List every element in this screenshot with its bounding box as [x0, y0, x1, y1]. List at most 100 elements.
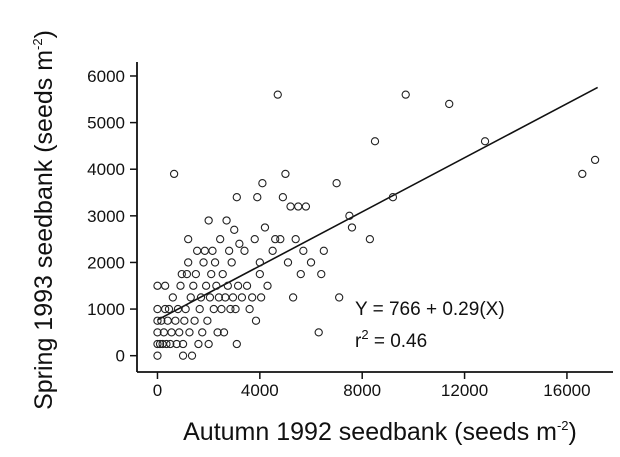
data-point [590, 155, 600, 165]
data-point [205, 293, 215, 302]
x-tick-label: 8000 [343, 381, 381, 400]
y-tick-label: 2000 [87, 253, 125, 272]
data-point [153, 328, 162, 337]
data-point [182, 269, 192, 279]
regression-equation: Y = 766 + 0.29(X) [355, 299, 505, 320]
data-point [212, 281, 221, 290]
data-point [253, 193, 262, 202]
data-point [240, 246, 249, 255]
data-point [255, 269, 264, 279]
data-point [161, 281, 170, 290]
data-point [184, 234, 193, 244]
data-point [153, 281, 162, 290]
data-point [388, 193, 398, 202]
data-point [263, 281, 272, 290]
data-point [190, 316, 199, 325]
x-tick-label: 12000 [441, 381, 488, 400]
data-point [237, 293, 247, 302]
data-point [250, 234, 259, 244]
data-point [155, 339, 165, 349]
data-point [166, 339, 175, 349]
data-point [335, 293, 344, 302]
data-point [192, 246, 202, 255]
data-point [248, 293, 257, 302]
data-point [281, 169, 290, 179]
data-point [184, 258, 193, 267]
y-tick-label: 3000 [87, 207, 125, 226]
data-point [199, 258, 208, 267]
y-tick-label: 0 [116, 347, 125, 366]
data-point [213, 328, 222, 337]
data-point [195, 304, 204, 314]
data-point [167, 328, 176, 337]
data-point [230, 225, 239, 234]
data-point [370, 137, 380, 146]
data-point [578, 169, 587, 179]
data-point [218, 269, 227, 279]
data-point [180, 316, 189, 325]
data-point [278, 193, 288, 202]
data-point [171, 316, 180, 325]
data-point [232, 193, 241, 202]
regression-line [157, 86, 599, 321]
data-point [480, 137, 490, 146]
data-point [214, 293, 224, 302]
data-point [232, 339, 241, 349]
data-point [286, 202, 295, 211]
data-point [283, 258, 293, 267]
data-point [260, 223, 270, 232]
data-point [187, 351, 197, 360]
data-point [162, 339, 171, 349]
data-point [153, 351, 162, 360]
data-point [276, 234, 285, 244]
data-point [196, 293, 206, 302]
data-point [153, 316, 162, 325]
data-point [153, 304, 162, 314]
data-point [210, 258, 220, 267]
data-point [198, 328, 207, 337]
y-tick-label: 5000 [87, 114, 125, 133]
data-point [317, 269, 326, 279]
data-point [181, 304, 190, 314]
data-point [189, 281, 198, 290]
data-point [208, 246, 217, 255]
data-point [314, 328, 323, 337]
data-point [365, 234, 375, 244]
data-point [296, 269, 305, 279]
data-point [191, 269, 201, 279]
data-point [185, 328, 194, 337]
data-point [186, 293, 195, 302]
data-point [245, 304, 254, 314]
data-point [301, 202, 311, 211]
data-point [176, 281, 185, 290]
data-point [177, 269, 186, 279]
data-point [203, 316, 212, 325]
data-point [332, 179, 341, 188]
data-point [153, 339, 162, 349]
data-point [401, 90, 410, 99]
data-point [299, 246, 308, 255]
y-axis-title: Spring 1993 seedbank (seeds m-2) [30, 30, 58, 410]
data-point [258, 179, 267, 188]
data-point [157, 316, 166, 325]
data-point [204, 339, 213, 349]
data-point [288, 293, 298, 302]
data-point [175, 328, 184, 337]
data-point [168, 293, 177, 302]
data-point [222, 216, 231, 225]
data-point [231, 304, 240, 314]
data-point [291, 234, 300, 244]
data-point [169, 169, 179, 179]
data-point [251, 316, 261, 325]
y-tick-label: 1000 [87, 300, 125, 319]
data-point [273, 90, 282, 99]
y-tick-label: 6000 [87, 67, 125, 86]
data-point [319, 246, 328, 255]
data-point [294, 202, 303, 211]
data-point [216, 234, 225, 244]
data-point [271, 234, 280, 244]
data-point [201, 281, 211, 290]
x-tick-label: 16000 [543, 381, 590, 400]
data-point [224, 246, 234, 255]
